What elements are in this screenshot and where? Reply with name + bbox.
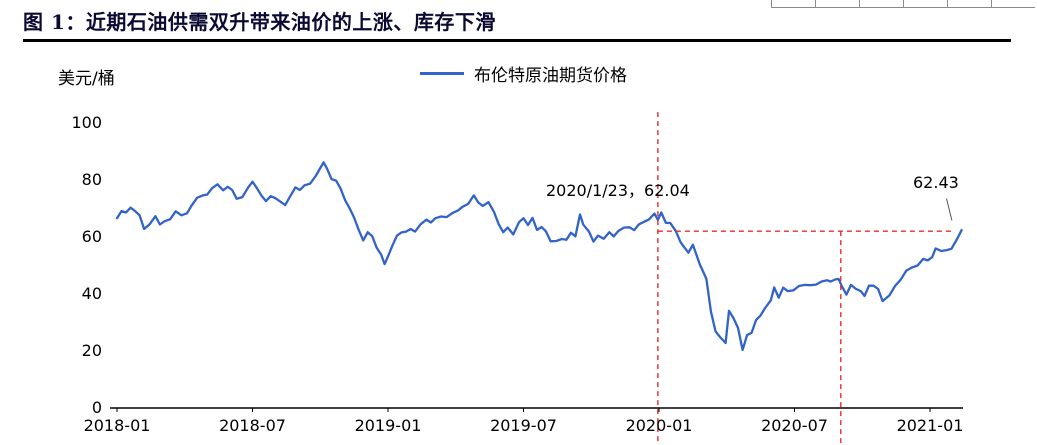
table-remnant-cell bbox=[859, 0, 903, 7]
y-tick-label: 60 bbox=[81, 227, 102, 246]
table-remnant-cell bbox=[991, 0, 1035, 7]
y-tick-label: 0 bbox=[91, 398, 102, 417]
x-tick-label: 2018-07 bbox=[219, 416, 286, 435]
x-tick-label: 2020-07 bbox=[761, 416, 828, 435]
legend-series-label: 布伦特原油期货价格 bbox=[474, 66, 627, 86]
table-remnant-cell bbox=[903, 0, 947, 7]
table-remnant-cell bbox=[815, 0, 859, 7]
table-remnant-cell bbox=[947, 0, 991, 7]
y-tick-label: 100 bbox=[71, 113, 102, 132]
y-tick-label: 20 bbox=[81, 341, 102, 360]
x-tick-label: 2021-01 bbox=[896, 416, 964, 435]
legend-line-swatch bbox=[420, 72, 464, 75]
x-tick-label: 2020-01 bbox=[625, 416, 693, 435]
figure-title: 图 1：近期石油供需双升带来油价的上涨、库存下滑 bbox=[23, 10, 496, 34]
title-underline bbox=[23, 39, 1011, 42]
annotation-latest-value: 62.43 bbox=[913, 173, 959, 192]
chart-legend: 布伦特原油期货价格 bbox=[117, 61, 930, 86]
x-tick-label: 2019-07 bbox=[490, 416, 557, 435]
x-tick-label: 2018-01 bbox=[83, 416, 151, 435]
annotation-2020-01-23-value: 2020/1/23，62.04 bbox=[546, 181, 690, 200]
y-tick-label: 40 bbox=[81, 284, 102, 303]
y-tick-label: 80 bbox=[81, 170, 102, 189]
y-axis-unit-label: 美元/桶 bbox=[58, 69, 115, 89]
table-remnant-cell bbox=[771, 0, 815, 7]
x-tick-label: 2019-01 bbox=[354, 416, 422, 435]
cropped-table-edge bbox=[771, 0, 1035, 8]
